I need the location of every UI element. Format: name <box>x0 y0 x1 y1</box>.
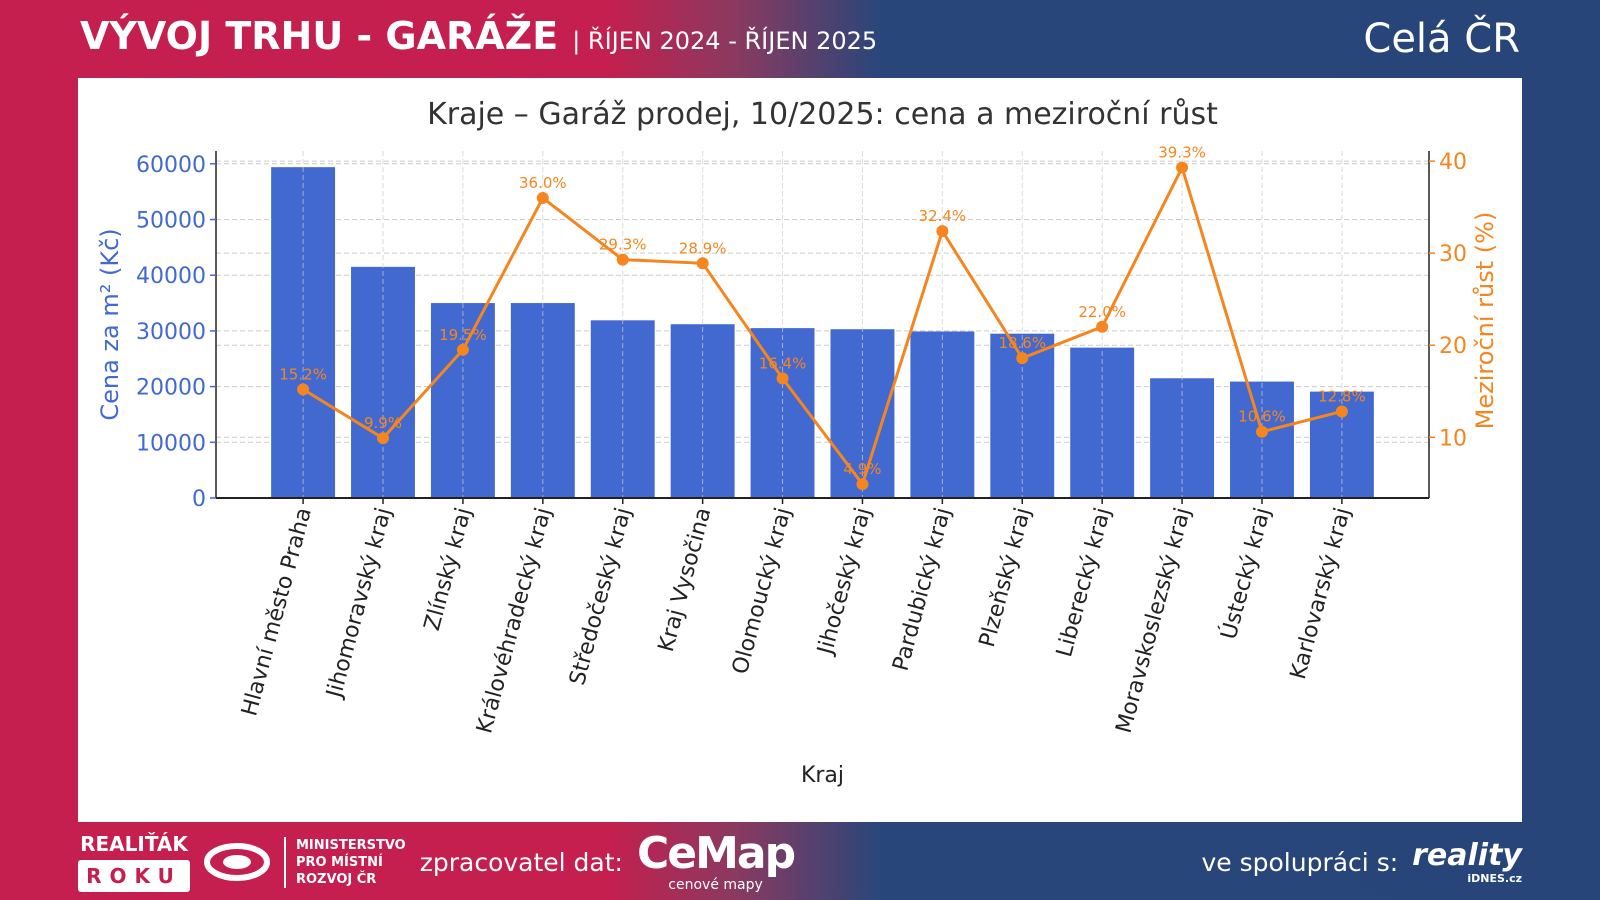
cemap-subtitle: cenové mapy <box>668 877 763 893</box>
growth-label: 19.5% <box>439 326 487 344</box>
x-tick-label: Středočeský kraj <box>565 505 636 688</box>
growth-label: 12.8% <box>1318 387 1366 405</box>
growth-label: 29.3% <box>599 236 647 254</box>
growth-point <box>1016 352 1029 365</box>
growth-point <box>536 191 549 204</box>
x-tick-label: Moravskoslezský kraj <box>1112 505 1196 736</box>
y-axis-label: Cena za m² (Kč) <box>96 228 124 420</box>
x-tick-label: Ústecký kraj <box>1216 505 1276 642</box>
ministry-line: PRO MÍSTNÍ <box>296 854 383 870</box>
growth-label: 9.9% <box>364 414 402 432</box>
header-region: Celá ČR <box>1363 16 1520 62</box>
y2-tick-label: 40 <box>1439 150 1467 175</box>
growth-point <box>1176 161 1189 174</box>
bar <box>750 328 815 498</box>
ministry-emblem-icon <box>204 843 270 881</box>
header: VÝVOJ TRHU - GARÁŽE | ŘÍJEN 2024 - ŘÍJEN… <box>80 14 877 58</box>
realitak-roku-logo: REALIŤÁK ROKU <box>78 832 190 892</box>
x-tick-label: Plzeňský kraj <box>975 505 1036 650</box>
processor-label: zpracovatel dat: <box>419 847 623 877</box>
reality-logo-block: reality iDNES.cz <box>1412 837 1522 885</box>
x-tick-label: Jihočeský kraj <box>813 505 877 659</box>
x-axis-label: Kraj <box>801 763 844 788</box>
x-tick-label: Karlovarský kraj <box>1286 505 1356 682</box>
ministry-logo: MINISTERSTVO PRO MÍSTNÍ ROZVOJ ČR <box>284 836 406 888</box>
ministry-line: ROZVOJ ČR <box>296 871 377 887</box>
cemap-logo: CeMap <box>636 828 796 879</box>
partner-label: ve spolupráci s: <box>1201 847 1399 877</box>
idnes-logo: iDNES.cz <box>1467 871 1522 885</box>
growth-label: 15.2% <box>279 365 327 383</box>
y-tick-label: 30000 <box>136 320 206 345</box>
y2-tick-label: 20 <box>1439 334 1467 359</box>
roku-logo: ROKU <box>78 860 190 892</box>
growth-label: 32.4% <box>919 207 967 225</box>
growth-point <box>936 225 949 238</box>
x-tick-label: Liberecký kraj <box>1052 505 1116 660</box>
x-tick-label: Zlínský kraj <box>420 505 477 633</box>
y2-axis-label: Meziroční růst (%) <box>1471 212 1499 430</box>
growth-label: 36.0% <box>519 174 567 192</box>
growth-point <box>856 478 869 491</box>
growth-label: 16.4% <box>759 354 807 372</box>
x-tick-label: Pardubický kraj <box>889 505 957 674</box>
growth-line <box>302 163 1343 488</box>
growth-point <box>616 253 629 266</box>
bar <box>1150 378 1215 498</box>
x-tick-label: Jihomoravský kraj <box>322 505 397 702</box>
y-tick-label: 50000 <box>136 209 206 234</box>
x-tick-label: Hlavní město Praha <box>237 505 317 719</box>
y-tick-label: 0 <box>192 487 206 512</box>
growth-label: 10.6% <box>1238 408 1286 426</box>
y-tick-label: 60000 <box>136 153 206 178</box>
y2-tick-label: 10 <box>1439 426 1467 451</box>
growth-label: 4.9% <box>843 460 881 478</box>
growth-label: 39.3% <box>1158 144 1206 162</box>
y-tick-label: 10000 <box>136 431 206 456</box>
header-period: | ŘÍJEN 2024 - ŘÍJEN 2025 <box>572 27 878 55</box>
growth-label: 22.0% <box>1078 303 1126 321</box>
x-tick-label: Kraj Vysočina <box>654 505 716 655</box>
realitak-logo: REALIŤÁK <box>80 832 188 856</box>
growth-point <box>456 343 469 356</box>
growth-point <box>297 383 310 396</box>
ministry-line: MINISTERSTVO <box>296 837 406 853</box>
x-tick-label: Královéhradecký kraj <box>472 505 556 736</box>
x-tick-label: Olomoucký kraj <box>728 505 796 677</box>
cemap-logo-block: CeMap cenové mapy <box>636 828 796 894</box>
growth-point <box>377 432 390 445</box>
footer-right: ve spolupráci s: reality iDNES.cz <box>1201 830 1522 894</box>
growth-point <box>776 372 789 385</box>
y-tick-label: 40000 <box>136 264 206 289</box>
header-title: VÝVOJ TRHU - GARÁŽE <box>80 14 559 58</box>
growth-label: 28.9% <box>679 239 727 257</box>
reality-logo: reality <box>1412 837 1522 873</box>
growth-point <box>1335 405 1348 418</box>
y-tick-label: 20000 <box>136 376 206 401</box>
y2-tick-label: 30 <box>1439 242 1467 267</box>
chart-title: Kraje – Garáž prodej, 10/2025: cena a me… <box>427 97 1218 132</box>
growth-point <box>1096 320 1109 333</box>
growth-label: 18.6% <box>998 334 1046 352</box>
footer-left: REALIŤÁK ROKU MINISTERSTVO PRO MÍSTNÍ RO… <box>78 828 796 894</box>
growth-point <box>1255 425 1268 438</box>
growth-point <box>696 257 709 270</box>
